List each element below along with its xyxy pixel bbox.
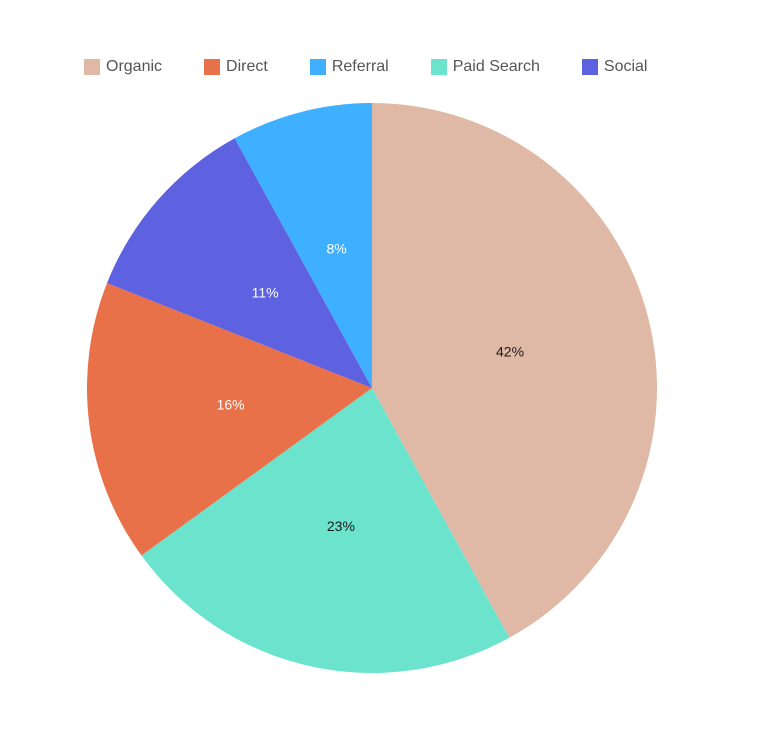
- legend-item-referral[interactable]: Referral: [309, 58, 389, 76]
- legend-item-paid-search[interactable]: Paid Search: [430, 58, 540, 76]
- slice-label-referral: 8%: [326, 241, 346, 257]
- slice-label-organic: 42%: [496, 343, 524, 359]
- legend-label-organic: Organic: [106, 58, 163, 75]
- pie-slice-paid-search[interactable]: [141, 388, 510, 674]
- legend-label-paid-search: Paid Search: [452, 58, 540, 75]
- pie-slice-social[interactable]: [107, 138, 372, 388]
- legend-label-social: Social: [603, 58, 648, 75]
- legend-item-social[interactable]: Social: [581, 58, 648, 76]
- slice-label-social: 11%: [252, 284, 279, 300]
- chart-legend: Organic Direct Referral Paid Search Soci…: [84, 57, 647, 77]
- legend-swatch-organic: [84, 59, 100, 75]
- slice-label-paid-search: 23%: [327, 518, 355, 534]
- legend-swatch-social: [581, 59, 598, 75]
- pie-slice-organic[interactable]: [372, 103, 658, 638]
- legend-swatch-paid-search: [430, 59, 447, 75]
- pie-slice-referral[interactable]: [234, 103, 372, 388]
- legend-swatch-referral: [309, 59, 326, 75]
- legend-label-direct: Direct: [226, 58, 268, 75]
- legend-swatch-direct: [204, 59, 221, 75]
- legend-item-direct[interactable]: Direct: [204, 58, 268, 76]
- legend-label-referral: Referral: [331, 58, 389, 75]
- pie-slice-direct[interactable]: [86, 283, 372, 556]
- slice-label-direct: 16%: [217, 397, 245, 413]
- legend-item-organic[interactable]: Organic: [84, 58, 162, 76]
